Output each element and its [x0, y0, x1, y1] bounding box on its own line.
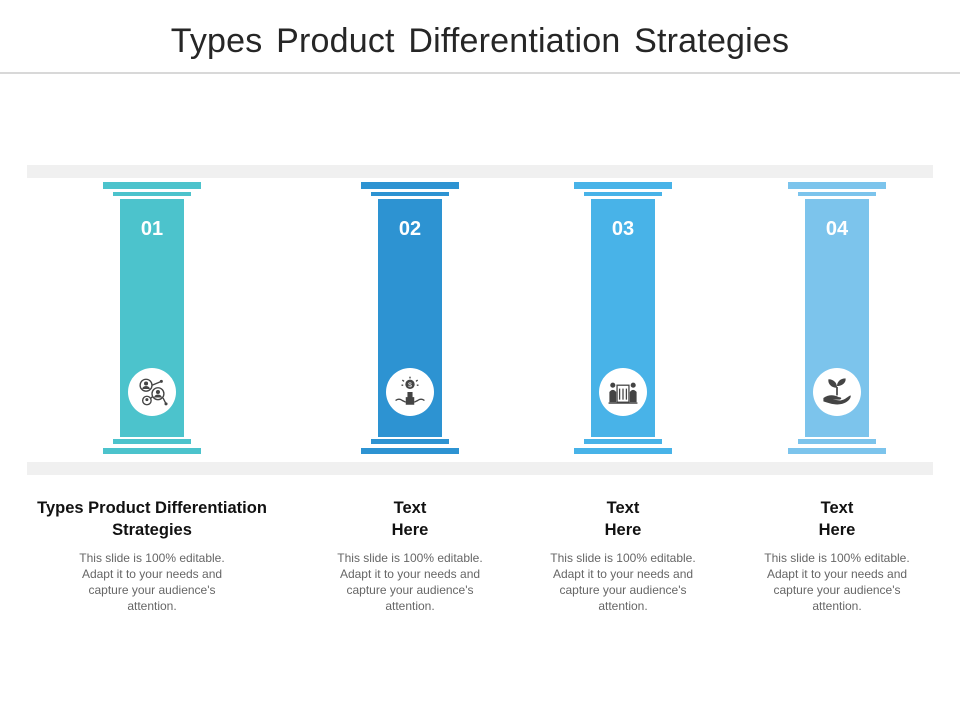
pillar-base-ring: [798, 439, 876, 444]
pillar-capital: [103, 182, 201, 189]
pillar-base-ring: [371, 439, 449, 444]
pillar-02: 02 $: [361, 182, 459, 454]
column-heading: Text Here: [818, 499, 856, 539]
column-description: This slide is 100% editable. Adapt it to…: [79, 551, 225, 613]
pillar-base-ring: [584, 439, 662, 444]
pillar-capital: [788, 182, 886, 189]
pillar-capital-ring: [371, 192, 449, 196]
step-number: 04: [825, 218, 849, 240]
pillar-03: 03: [574, 182, 672, 454]
pillar-capital: [574, 182, 672, 189]
pillar-capital-ring: [113, 192, 191, 196]
column-text-02: Text Here This slide is 100% editable. A…: [290, 497, 530, 614]
plant-in-hand-icon: [813, 368, 861, 416]
user-network-icon: [128, 368, 176, 416]
column-heading: Text Here: [391, 499, 429, 539]
column-text-03: Text Here This slide is 100% editable. A…: [503, 497, 743, 614]
pillar-base: [361, 448, 459, 454]
top-band: [27, 165, 933, 178]
pillar-base: [574, 448, 672, 454]
pillar-capital: [361, 182, 459, 189]
people-building-icon: [599, 368, 647, 416]
title-divider: [0, 72, 960, 74]
column-heading: Types Product Differentiation Strategies: [37, 499, 267, 539]
step-number: 01: [140, 218, 164, 240]
bottom-band: [27, 462, 933, 475]
column-heading: Text Here: [604, 499, 642, 539]
pillar-base: [788, 448, 886, 454]
column-text-04: Text Here This slide is 100% editable. A…: [717, 497, 957, 614]
column-description: This slide is 100% editable. Adapt it to…: [337, 551, 483, 613]
column-description: This slide is 100% editable. Adapt it to…: [764, 551, 910, 613]
step-number: 03: [611, 218, 635, 240]
pillar-capital-ring: [584, 192, 662, 196]
pillar-capital-ring: [798, 192, 876, 196]
column-description: This slide is 100% editable. Adapt it to…: [550, 551, 696, 613]
pillar-base: [103, 448, 201, 454]
step-number: 02: [398, 218, 422, 240]
pillar-01: 01: [103, 182, 201, 454]
pillar-base-ring: [113, 439, 191, 444]
pillar-04: 04: [788, 182, 886, 454]
page-title: Types Product Differentiation Strategies: [170, 22, 790, 60]
column-text-01: Types Product Differentiation Strategies…: [32, 497, 272, 614]
svg-text:$: $: [408, 382, 412, 389]
money-lightbulb-handshake-icon: $: [386, 368, 434, 416]
